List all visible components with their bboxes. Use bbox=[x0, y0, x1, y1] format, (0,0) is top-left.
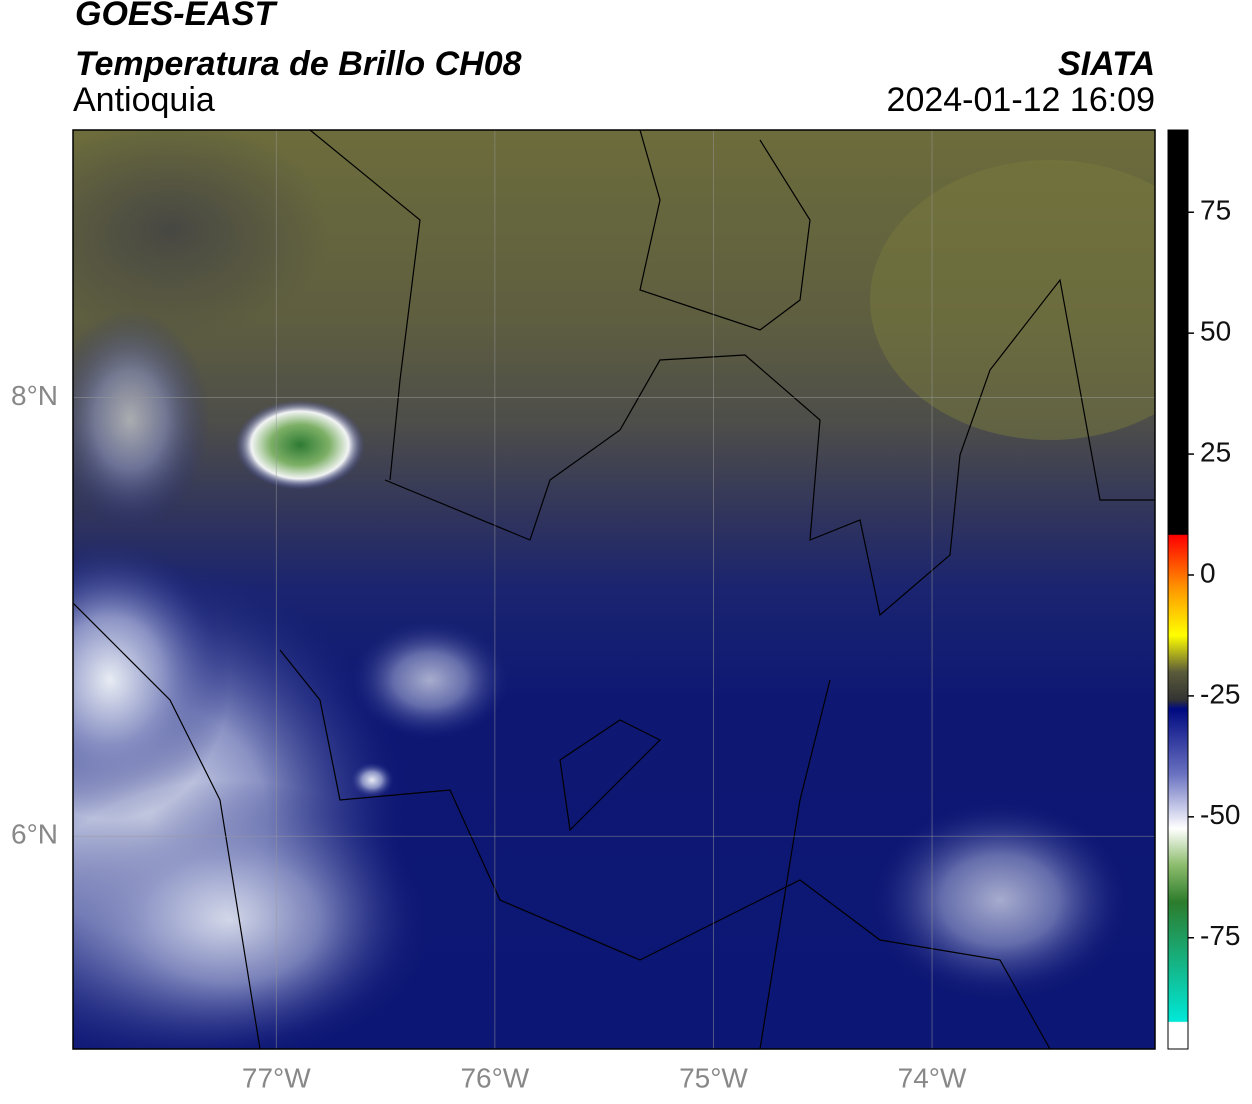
subtitle: Temperatura de Brillo CH08 bbox=[75, 45, 522, 83]
lon-tick-label: 77°W bbox=[242, 1062, 311, 1093]
colorbar-tick-label: 50 bbox=[1200, 316, 1231, 347]
colorbar-tick-label: 0 bbox=[1200, 557, 1216, 588]
lon-tick-label: 76°W bbox=[460, 1062, 529, 1093]
colorbar-tick-label: -25 bbox=[1200, 678, 1240, 709]
colorbar-ticks: 75 50 25 0 -25 -50 -75 bbox=[1188, 195, 1240, 951]
satellite-image bbox=[73, 130, 1155, 1049]
colorbar-tick-label: 75 bbox=[1200, 195, 1231, 226]
title: GOES-EAST bbox=[75, 0, 278, 33]
map-frame bbox=[72, 129, 1156, 1050]
graticule: 77°W 76°W 75°W 74°W 8°N 6°N bbox=[11, 130, 1155, 1093]
datetime: 2024-01-12 16:09 bbox=[887, 81, 1155, 119]
colorbar-tick-label: -75 bbox=[1200, 920, 1240, 951]
colorbar bbox=[1167, 129, 1189, 1050]
lat-tick-label: 8°N bbox=[11, 380, 58, 411]
region: Antioquia bbox=[73, 81, 215, 119]
source: SIATA bbox=[1058, 45, 1155, 83]
colorbar-tick-label: -50 bbox=[1200, 799, 1240, 830]
lon-tick-label: 74°W bbox=[898, 1062, 967, 1093]
colorbar-tick-label: 25 bbox=[1200, 436, 1231, 467]
lat-tick-label: 6°N bbox=[11, 819, 58, 850]
lon-tick-label: 75°W bbox=[679, 1062, 748, 1093]
